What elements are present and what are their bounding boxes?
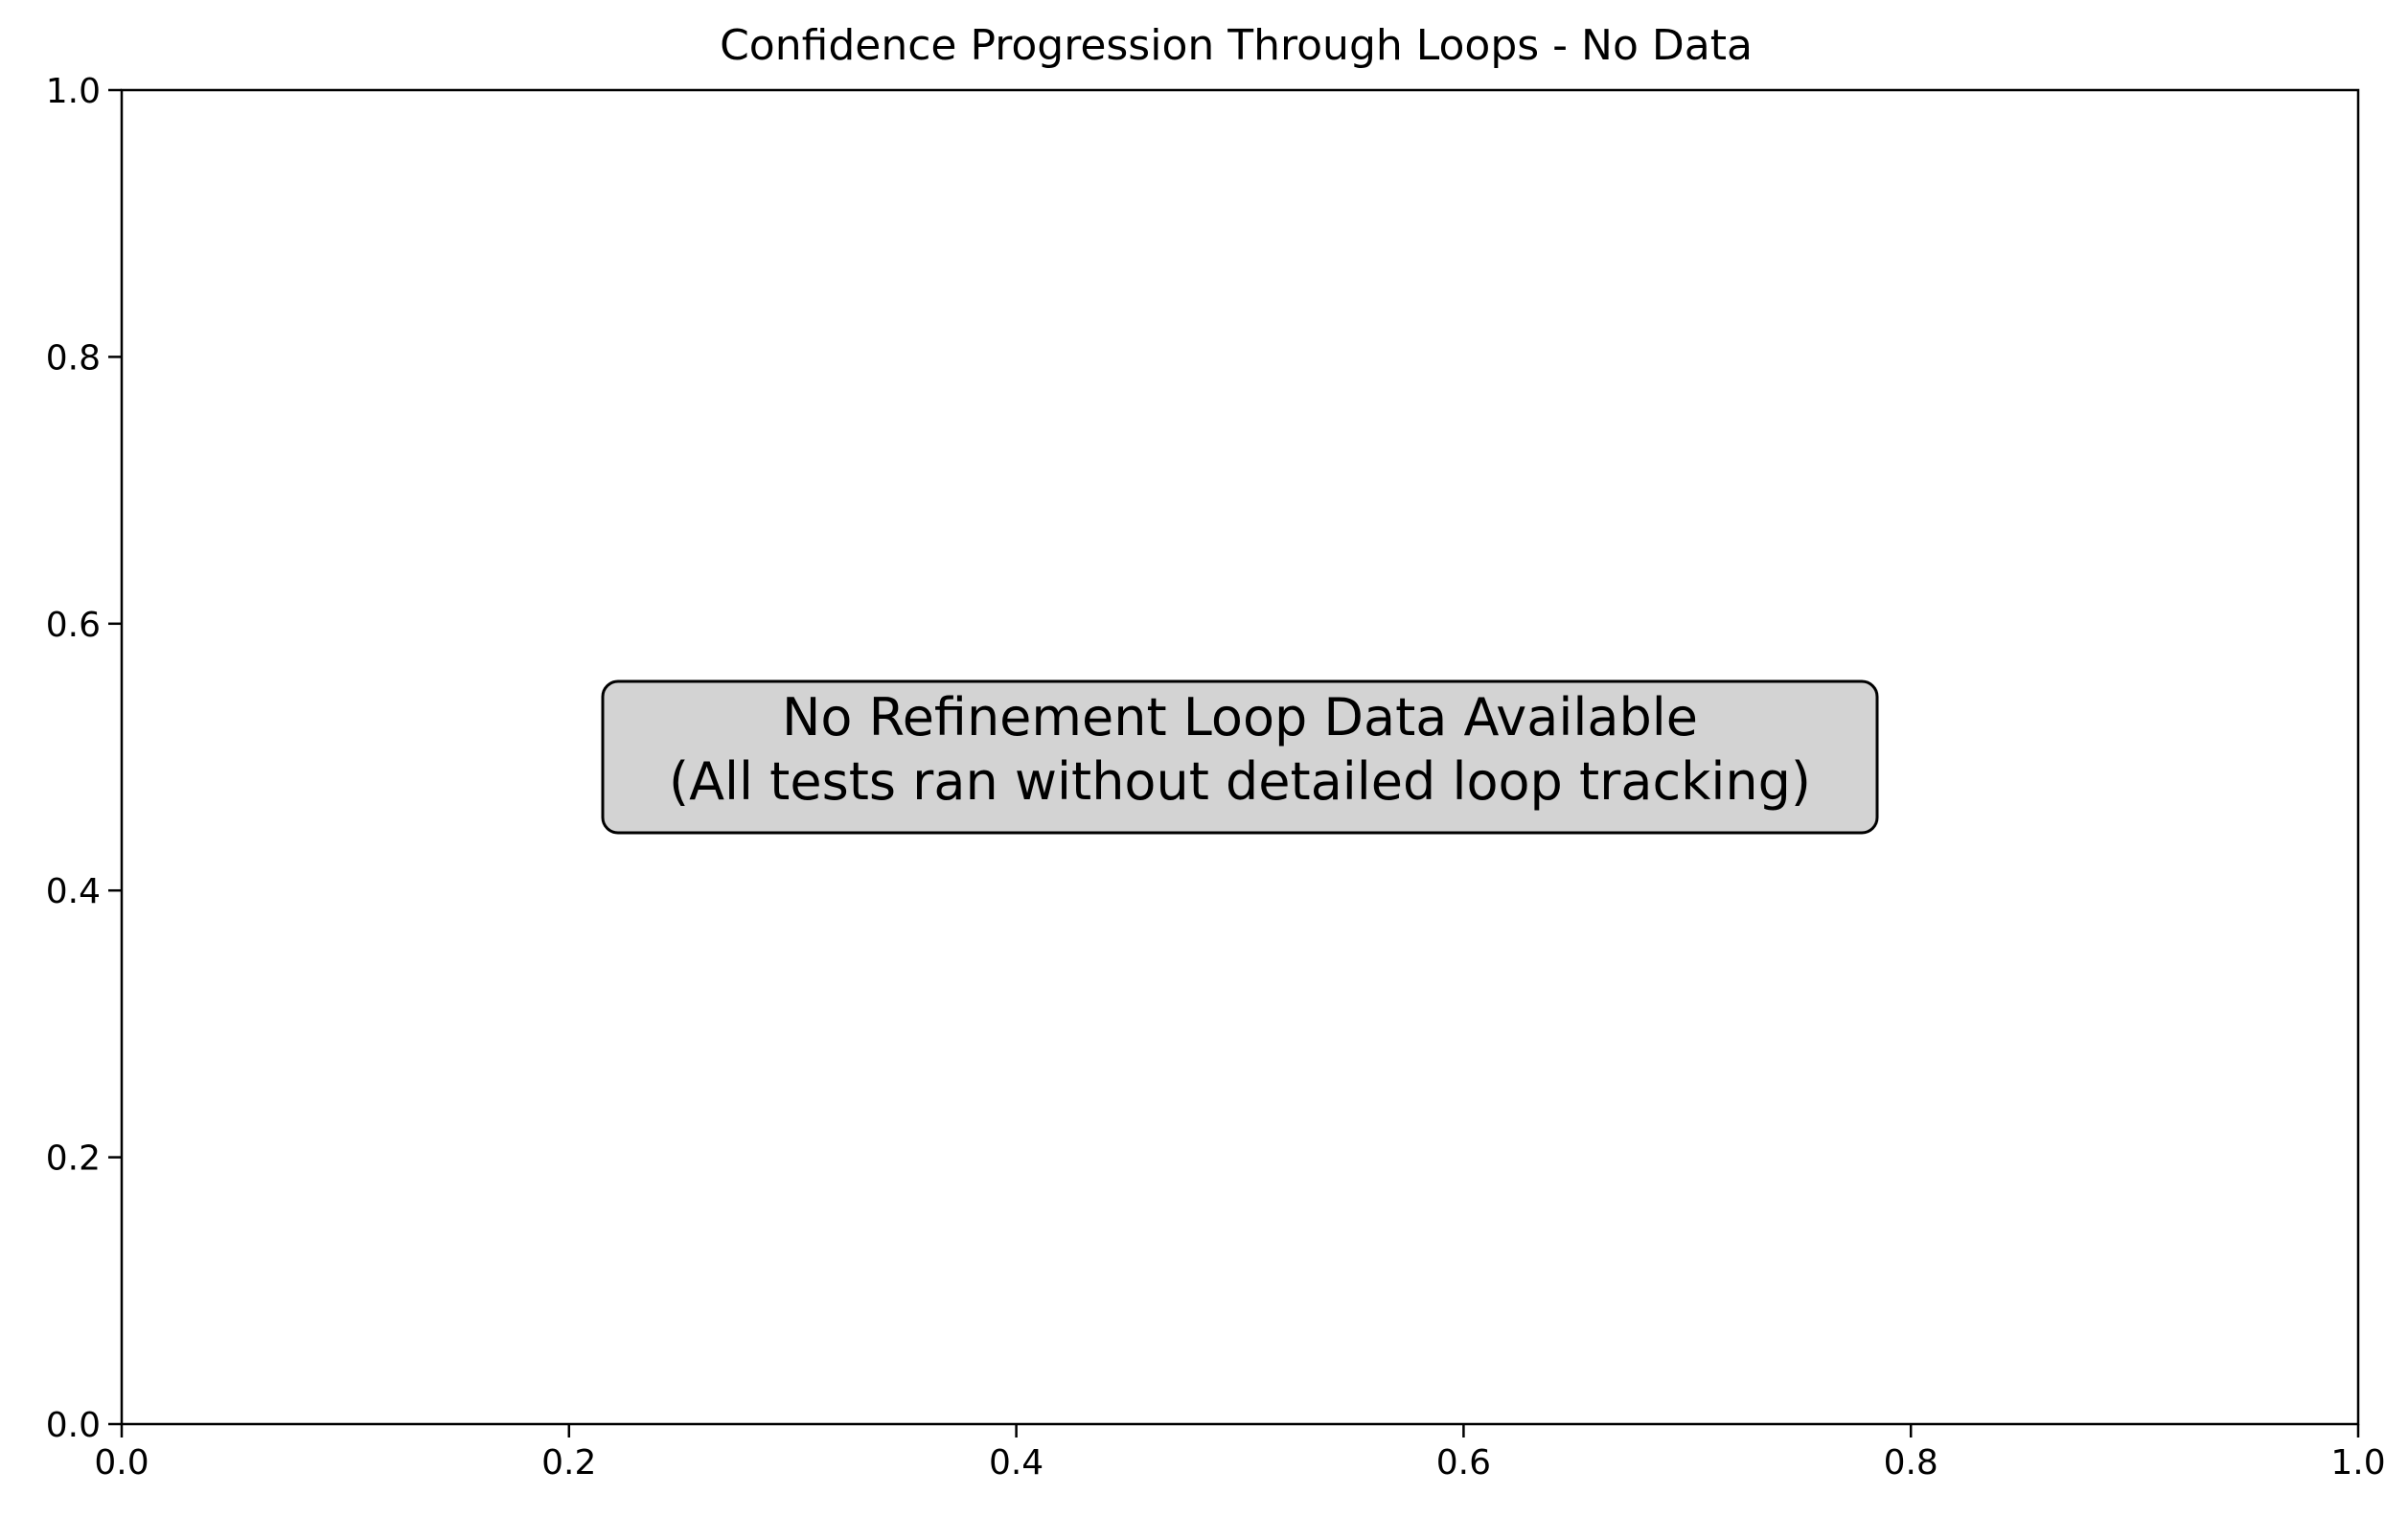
- x-axis-ticks: 0.0 0.2 0.4 0.6 0.8 1.0: [94, 1424, 2386, 1483]
- chart-title: Confidence Progression Through Loops - N…: [720, 21, 1753, 70]
- y-tick-label: 0.6: [46, 606, 101, 645]
- x-tick-label: 0.6: [1436, 1443, 1491, 1483]
- plot-area: [120, 88, 2360, 1426]
- x-tick-label: 0.0: [94, 1443, 149, 1483]
- y-axis-ticks: 0.0 0.2 0.4 0.6 0.8 1.0: [46, 72, 122, 1445]
- annotation-line: (All tests ran without detailed loop tra…: [669, 751, 1811, 812]
- x-tick-label: 0.2: [541, 1443, 596, 1483]
- y-tick-label: 0.0: [46, 1406, 101, 1445]
- annotation-box: [601, 679, 1879, 835]
- y-tick-label: 0.4: [46, 872, 101, 911]
- y-tick-label: 1.0: [46, 72, 101, 111]
- no-data-annotation: No Refinement Loop Data Available(All te…: [601, 679, 1879, 835]
- y-tick-label: 0.8: [46, 338, 101, 378]
- x-tick-label: 0.8: [1884, 1443, 1938, 1483]
- y-tick-label: 0.2: [46, 1139, 101, 1179]
- x-tick-label: 0.4: [989, 1443, 1043, 1483]
- annotation-line: No Refinement Loop Data Available: [782, 687, 1698, 748]
- x-tick-label: 1.0: [2330, 1443, 2385, 1483]
